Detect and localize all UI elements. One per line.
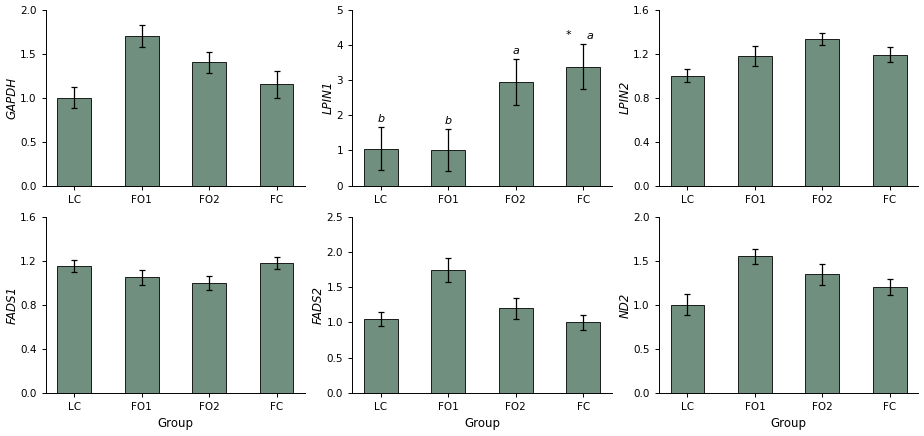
Bar [125,36,159,186]
X-axis label: Group: Group [157,417,193,430]
Bar [499,82,532,186]
Bar [499,308,532,393]
Y-axis label: LPIN2: LPIN2 [619,81,632,114]
Bar [432,150,465,186]
Bar [738,56,772,186]
Bar [260,263,294,393]
Bar [432,270,465,393]
Bar [806,274,839,393]
Text: b: b [444,116,452,126]
Bar [566,323,600,393]
Bar [364,149,397,186]
Bar [738,256,772,393]
Text: *: * [565,30,571,40]
Text: a: a [587,31,593,41]
Bar [192,283,226,393]
Bar [57,98,91,186]
Y-axis label: ND2: ND2 [619,292,632,317]
Bar [806,39,839,186]
Y-axis label: LPIN1: LPIN1 [322,81,335,114]
Bar [566,67,600,186]
X-axis label: Group: Group [771,417,807,430]
Text: a: a [512,46,519,56]
Text: b: b [377,114,384,124]
Bar [57,266,91,393]
Bar [260,84,294,186]
Y-axis label: GAPDH: GAPDH [6,76,18,119]
Bar [671,305,704,393]
Bar [671,75,704,186]
Y-axis label: FADS2: FADS2 [312,286,325,324]
Bar [873,54,906,186]
Bar [125,277,159,393]
Bar [873,287,906,393]
Y-axis label: FADS1: FADS1 [6,286,18,324]
X-axis label: Group: Group [464,417,500,430]
Bar [364,319,397,393]
Bar [192,62,226,186]
